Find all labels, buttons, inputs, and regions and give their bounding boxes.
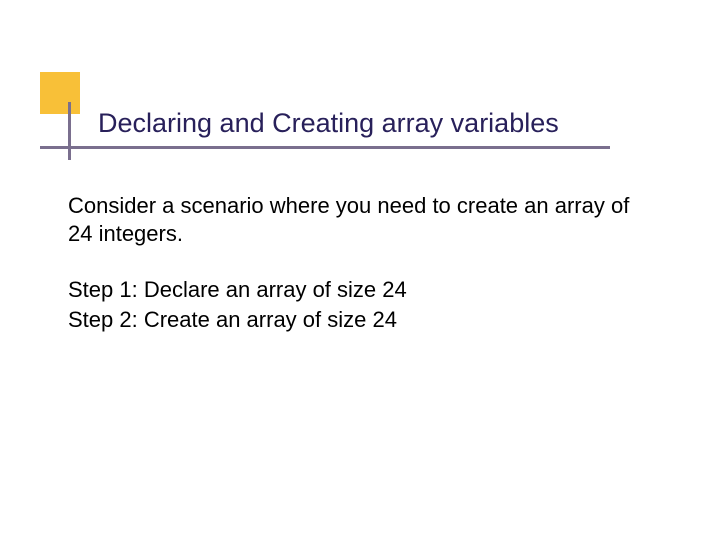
horizontal-line [40,146,610,149]
slide-content: Consider a scenario where you need to cr… [68,192,648,337]
intro-paragraph: Consider a scenario where you need to cr… [68,192,648,248]
step-line: Step 2: Create an array of size 24 [68,306,648,334]
slide-decoration [40,72,100,156]
steps-block: Step 1: Declare an array of size 24 Step… [68,276,648,334]
accent-square [40,72,80,114]
slide-title: Declaring and Creating array variables [98,108,559,139]
vertical-line [68,102,71,160]
step-line: Step 1: Declare an array of size 24 [68,276,648,304]
